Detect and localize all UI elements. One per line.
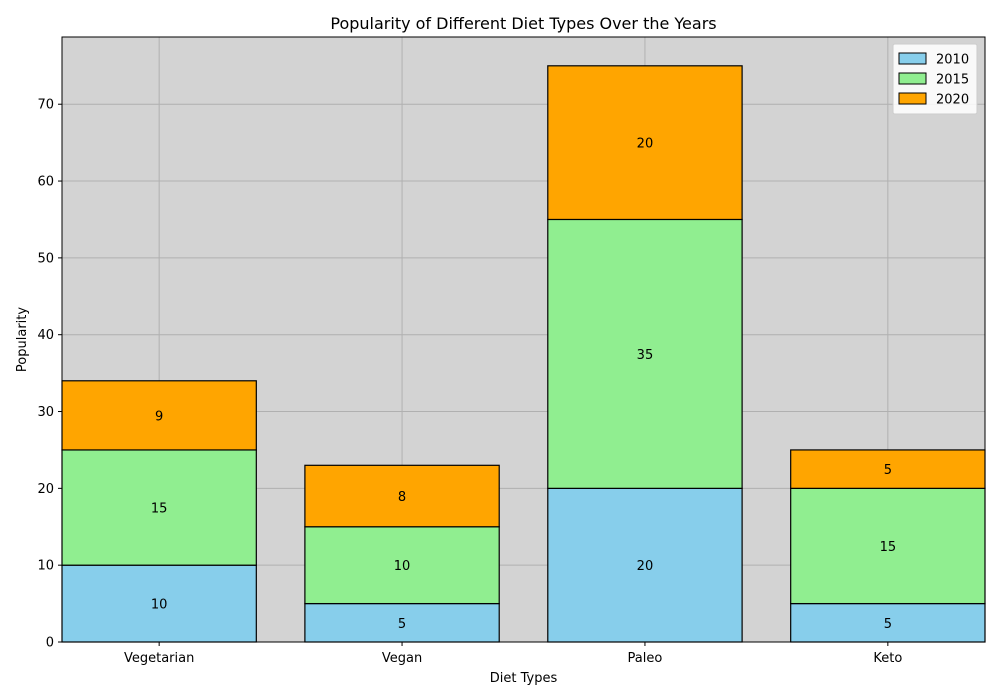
y-tick-label: 50	[37, 251, 54, 266]
legend-swatch	[898, 92, 927, 105]
y-tick-label: 20	[37, 482, 54, 497]
bar-data-label: 5	[398, 617, 406, 632]
y-tick-label: 40	[37, 328, 54, 343]
legend-swatch	[898, 52, 927, 65]
bar-segment	[304, 602, 500, 643]
y-tick-label: 60	[37, 175, 54, 190]
bar-data-label: 15	[880, 540, 897, 555]
x-tick-label: Paleo	[628, 651, 663, 666]
bar-segment	[790, 487, 986, 605]
y-tick-label: 30	[37, 405, 54, 420]
y-axis: 0 10 20 30 40 50 60 70	[37, 98, 62, 651]
y-tick-label: 10	[37, 559, 54, 574]
legend-label: 2015	[936, 73, 969, 88]
x-tick-label: Vegan	[382, 651, 422, 666]
legend-swatch	[898, 72, 927, 85]
data-labels-group: 10 15 9 5 10 8 20 35 20 5 15 5	[151, 137, 896, 632]
bar-segment	[61, 380, 257, 451]
bars-group	[61, 65, 986, 643]
y-tick-label: 0	[46, 636, 54, 651]
legend-label: 2020	[936, 93, 969, 108]
bar-data-label: 20	[637, 137, 654, 152]
x-axis-label: Diet Types	[490, 671, 558, 686]
bar-segment	[304, 464, 500, 528]
bar-data-label: 5	[884, 617, 892, 632]
y-axis-label: Popularity	[15, 307, 30, 372]
bar-data-label: 8	[398, 490, 406, 505]
legend-label: 2010	[936, 53, 969, 68]
x-tick-label: Vegetarian	[124, 651, 194, 666]
bar-segment	[304, 526, 500, 605]
chart-title: Popularity of Different Diet Types Over …	[330, 14, 716, 33]
x-axis: Vegetarian Vegan Paleo Keto	[124, 642, 902, 666]
x-tick-label: Keto	[873, 651, 902, 666]
legend: 2010 2015 2020	[892, 43, 978, 115]
bar-segment	[61, 449, 257, 566]
bar-segment	[547, 218, 743, 489]
bar-data-label: 35	[637, 348, 654, 363]
bar-segment	[547, 65, 743, 221]
bar-data-label: 5	[884, 463, 892, 478]
plot-frame	[61, 36, 986, 643]
bar-data-label: 9	[155, 409, 163, 424]
bar-data-label: 10	[151, 598, 168, 613]
bar-segment	[790, 449, 986, 489]
bar-data-label: 15	[151, 502, 168, 517]
bar-data-label: 20	[637, 559, 654, 574]
y-tick-label: 70	[37, 98, 54, 113]
bar-data-label: 10	[394, 559, 411, 574]
